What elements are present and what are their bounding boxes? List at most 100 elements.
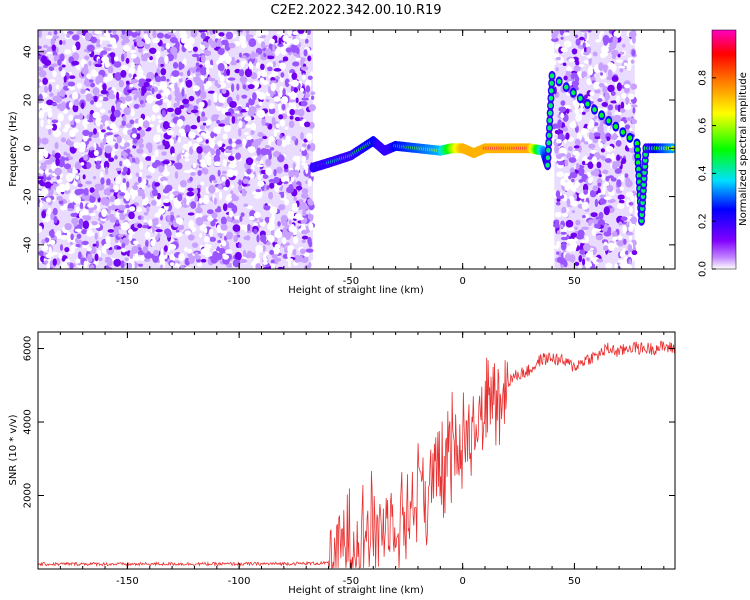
noise-speck bbox=[238, 52, 243, 58]
noise-speck bbox=[618, 221, 623, 226]
noise-speck bbox=[138, 48, 143, 53]
noise-speck bbox=[612, 133, 618, 141]
noise-speck bbox=[602, 183, 606, 193]
noise-speck bbox=[294, 212, 302, 220]
noise-speck bbox=[240, 61, 245, 68]
noise-speck bbox=[89, 146, 95, 151]
noise-speck bbox=[556, 240, 561, 247]
noise-speck bbox=[292, 61, 300, 67]
noise-speck bbox=[166, 78, 170, 82]
noise-speck bbox=[144, 231, 151, 240]
noise-speck bbox=[231, 193, 237, 201]
noise-speck bbox=[233, 235, 239, 243]
noise-speck bbox=[163, 199, 170, 204]
noise-speck bbox=[123, 107, 131, 116]
noise-speck bbox=[169, 193, 174, 201]
noise-speck bbox=[226, 68, 231, 76]
noise-speck bbox=[595, 39, 602, 43]
colorbar-label: Normalized spectral amplitude bbox=[738, 72, 749, 226]
noise-speck bbox=[160, 63, 164, 67]
noise-speck bbox=[607, 226, 612, 235]
noise-speck bbox=[89, 264, 95, 269]
noise-speck bbox=[77, 183, 83, 188]
noise-speck bbox=[187, 37, 195, 45]
noise-speck bbox=[61, 261, 68, 269]
noise-speck bbox=[152, 254, 159, 263]
noise-speck bbox=[51, 102, 58, 107]
noise-speck bbox=[238, 242, 242, 249]
noise-speck bbox=[38, 49, 47, 55]
noise-speck bbox=[263, 148, 272, 155]
noise-speck bbox=[200, 54, 206, 64]
noise-speck bbox=[225, 231, 234, 240]
noise-speck bbox=[245, 235, 251, 241]
noise-speck bbox=[89, 212, 96, 217]
noise-speck bbox=[204, 60, 211, 69]
noise-speck bbox=[64, 246, 70, 253]
noise-speck bbox=[103, 188, 108, 195]
noise-speck bbox=[86, 246, 92, 252]
noise-speck bbox=[224, 111, 232, 116]
snr-xlabel: Height of straight line (km) bbox=[288, 585, 424, 596]
noise-speck bbox=[248, 61, 253, 70]
noise-speck bbox=[122, 222, 130, 231]
noise-speck bbox=[270, 228, 275, 237]
noise-speck bbox=[594, 223, 601, 229]
noise-speck bbox=[60, 101, 67, 110]
noise-speck bbox=[105, 132, 114, 136]
noise-speck bbox=[102, 83, 107, 91]
noise-speck bbox=[291, 79, 299, 88]
noise-speck bbox=[274, 150, 280, 158]
noise-speck bbox=[274, 243, 281, 250]
noise-speck bbox=[277, 257, 282, 262]
noise-speck bbox=[630, 195, 635, 202]
noise-speck bbox=[136, 72, 144, 77]
ridge-point bbox=[546, 140, 551, 146]
noise-speck bbox=[88, 60, 92, 67]
noise-speck bbox=[67, 85, 74, 89]
noise-speck bbox=[202, 168, 209, 175]
noise-speck bbox=[588, 143, 596, 149]
noise-speck bbox=[301, 97, 309, 101]
noise-speck bbox=[555, 67, 559, 72]
ridge-point bbox=[549, 73, 555, 79]
noise-speck bbox=[266, 241, 271, 246]
noise-speck bbox=[207, 99, 212, 107]
noise-speck bbox=[188, 254, 196, 264]
noise-speck bbox=[247, 109, 255, 117]
noise-speck bbox=[252, 92, 257, 101]
noise-speck bbox=[184, 127, 188, 133]
noise-speck bbox=[571, 210, 576, 214]
noise-speck bbox=[169, 122, 175, 128]
noise-speck bbox=[195, 71, 201, 77]
noise-speck bbox=[155, 50, 161, 59]
noise-speck bbox=[216, 83, 222, 89]
noise-speck bbox=[54, 167, 62, 176]
noise-speck bbox=[130, 79, 139, 84]
noise-speck bbox=[302, 143, 307, 148]
ridge-point bbox=[548, 110, 553, 116]
noise-speck bbox=[96, 202, 101, 212]
noise-speck bbox=[253, 222, 259, 226]
noise-speck bbox=[284, 198, 290, 206]
noise-speck bbox=[187, 234, 195, 241]
noise-speck bbox=[113, 226, 119, 236]
noise-speck bbox=[220, 216, 227, 226]
noise-speck bbox=[579, 36, 585, 41]
noise-speck bbox=[628, 201, 634, 206]
noise-speck bbox=[142, 178, 147, 186]
snr-data bbox=[38, 340, 675, 569]
noise-speck bbox=[264, 48, 272, 56]
noise-speck bbox=[554, 129, 560, 135]
noise-speck bbox=[242, 178, 249, 184]
noise-speck bbox=[40, 119, 44, 128]
noise-speck bbox=[266, 185, 270, 190]
noise-speck bbox=[267, 191, 274, 200]
noise-speck bbox=[246, 138, 253, 148]
noise-speck bbox=[279, 118, 286, 127]
noise-speck bbox=[40, 188, 49, 196]
noise-speck bbox=[110, 195, 116, 200]
noise-speck bbox=[145, 78, 152, 82]
noise-speck bbox=[104, 120, 109, 127]
noise-speck bbox=[297, 255, 304, 263]
